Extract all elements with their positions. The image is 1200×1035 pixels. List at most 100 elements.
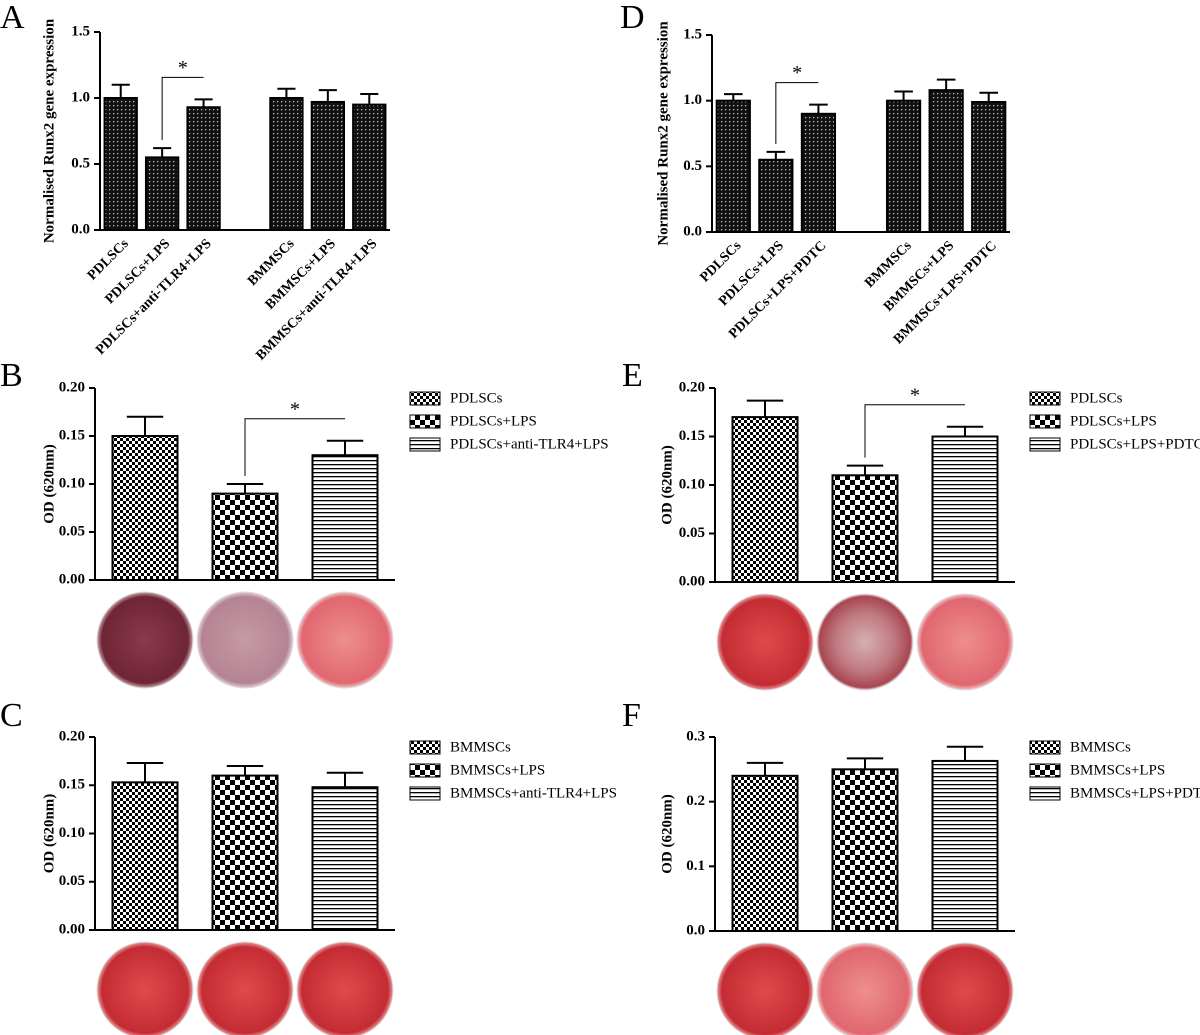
y-axis-label: OD (620nm) [41, 444, 57, 524]
error-bar [946, 425, 984, 437]
legend-swatch [1029, 740, 1061, 755]
y-tick-label: 0.10 [59, 825, 85, 841]
y-axis-label: Normalised Runx2 gene expression [655, 21, 671, 246]
error-bar [326, 771, 364, 788]
y-tick-label: 0.00 [679, 573, 705, 589]
panel-letter: C [0, 697, 23, 734]
legend-label: PDLSCs+anti-TLR4+LPS [450, 436, 609, 452]
bar [971, 100, 1007, 234]
legend-swatch [1029, 763, 1061, 778]
error-bar [153, 147, 172, 158]
culture-dish [296, 591, 394, 689]
error-bar [318, 89, 337, 102]
bar [111, 435, 179, 581]
bar [885, 99, 922, 233]
x-tick-label: BMMSCs+LPS [263, 236, 339, 312]
culture-dish [916, 593, 1014, 691]
legend-label: PDLSCs+LPS+PDTC [1070, 436, 1200, 452]
bar [931, 759, 999, 933]
y-tick-label: 0.15 [59, 427, 85, 443]
bar [928, 89, 964, 233]
bar [831, 768, 899, 932]
y-tick-label: 1.5 [71, 23, 90, 39]
bar [103, 97, 138, 231]
legend-swatch [409, 391, 441, 406]
y-tick-label: 0.10 [679, 476, 705, 492]
significance-label: * [910, 384, 920, 406]
bar [731, 774, 799, 932]
y-tick-label: 0.20 [59, 728, 85, 744]
error-bar [746, 399, 784, 418]
bar [731, 416, 799, 583]
y-tick-label: 0.0 [686, 922, 705, 938]
error-bar [723, 93, 743, 101]
culture-dish [196, 941, 294, 1035]
error-bar [194, 98, 213, 108]
panel-letter: B [0, 357, 23, 394]
significance-bracket [864, 404, 965, 458]
significance-bracket [161, 76, 204, 141]
culture-dish [196, 591, 294, 689]
y-axis-label: Normalised Runx2 gene expression [41, 18, 57, 243]
culture-dish [96, 591, 194, 689]
significance-label: * [792, 62, 802, 84]
error-bar [946, 745, 984, 761]
y-tick-label: 0.20 [679, 379, 705, 395]
y-tick-label: 0.5 [683, 158, 702, 174]
legend-swatch [1029, 437, 1061, 452]
bar [758, 158, 794, 233]
y-tick-label: 0.0 [71, 221, 90, 237]
y-tick-label: 1.5 [683, 26, 702, 42]
panel-letter: F [622, 697, 641, 734]
y-axis-label: OD (620nm) [41, 794, 57, 874]
legend-swatch [409, 414, 441, 429]
y-tick-label: 0.20 [59, 379, 85, 395]
legend-label: BMMSCs+LPS+PDTC [1070, 785, 1200, 801]
culture-dish [816, 593, 914, 691]
legend-label: PDLSCs+LPS [450, 413, 537, 429]
error-bar [277, 87, 296, 98]
error-bar [360, 93, 379, 105]
panel-letter: A [0, 0, 25, 36]
y-tick-label: 0.15 [59, 777, 85, 793]
bar [311, 454, 379, 582]
legend-label: BMMSCs+LPS [1070, 762, 1165, 778]
error-bar [846, 464, 884, 476]
error-bar [894, 90, 913, 101]
panel-letter: D [620, 0, 645, 36]
bar [931, 435, 999, 583]
y-tick-label: 0.0 [683, 223, 702, 239]
y-tick-label: 0.05 [59, 523, 85, 539]
culture-dish [296, 941, 394, 1035]
error-bar [226, 483, 264, 494]
y-tick-label: 0.00 [59, 921, 85, 937]
panel-letter: E [622, 357, 643, 394]
significance-bracket [244, 418, 345, 476]
error-bar [979, 91, 999, 102]
bar [715, 99, 751, 233]
bar [269, 97, 304, 231]
legend-swatch [409, 786, 441, 801]
culture-dish [916, 942, 1014, 1035]
error-bar [766, 150, 786, 160]
bar [211, 774, 279, 931]
y-axis-label: OD (620nm) [659, 445, 675, 525]
legend-swatch [409, 763, 441, 778]
bar [311, 786, 379, 931]
legend-label: PDLSCs+LPS [1070, 413, 1157, 429]
bar [800, 112, 837, 233]
culture-dish [716, 593, 814, 691]
legend-swatch [1029, 414, 1061, 429]
error-bar [846, 757, 884, 770]
legend-label: BMMSCs [450, 739, 511, 755]
bar [211, 492, 279, 582]
culture-dish [716, 942, 814, 1035]
y-tick-label: 0.1 [686, 858, 705, 874]
culture-dish [816, 942, 914, 1035]
y-tick-label: 0.5 [71, 155, 90, 171]
y-tick-label: 0.00 [59, 571, 85, 587]
legend-label: BMMSCs+LPS [450, 762, 545, 778]
significance-bracket [775, 82, 819, 144]
culture-dish [96, 941, 194, 1035]
